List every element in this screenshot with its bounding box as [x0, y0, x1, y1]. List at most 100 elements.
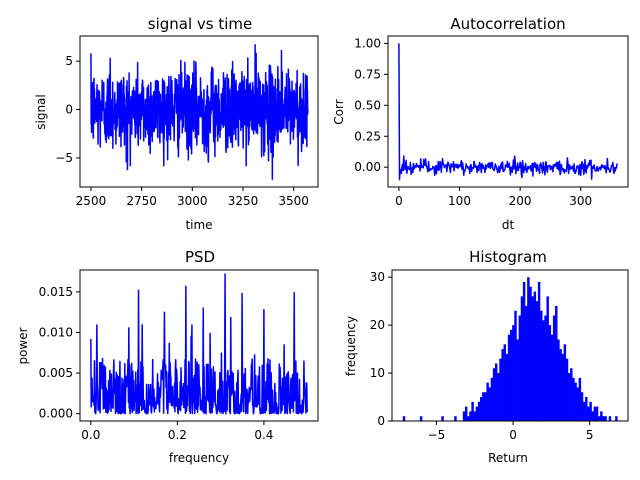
histogram-bar — [595, 406, 599, 421]
signal-plot-area — [90, 43, 309, 181]
histogram-bar — [548, 325, 552, 421]
xtick-label: 0.4 — [254, 428, 273, 442]
histogram-bar — [531, 296, 534, 421]
psd-panel: PSD 0.0 0.2 0.4 0.000 0.005 0.010 0.015 freque… — [16, 248, 319, 465]
histogram-bar — [604, 416, 607, 421]
histogram-bar — [572, 377, 575, 421]
histogram-bar — [563, 344, 567, 421]
histogram-bar — [454, 416, 457, 421]
histogram-bar — [561, 353, 564, 421]
histogram-bar — [494, 363, 498, 421]
xtick-label: 0 — [509, 428, 517, 442]
xtick-label: 3250 — [228, 194, 259, 208]
ytick-label: 0.015 — [39, 285, 73, 299]
histogram-bar — [473, 411, 476, 421]
ytick-label: 0 — [377, 414, 385, 428]
xtick-label: 0 — [395, 194, 403, 208]
histogram-bar — [576, 387, 579, 421]
histogram-bar — [546, 296, 549, 421]
histogram-bar — [488, 387, 491, 421]
histogram-bar — [484, 392, 487, 421]
ytick-label: 1.00 — [354, 36, 381, 50]
histogram-bar — [490, 377, 494, 421]
ytick-label: 0.005 — [39, 366, 73, 380]
ytick-label: 30 — [370, 270, 385, 284]
xtick-label: 0.0 — [81, 428, 100, 442]
autocorr-ylabel: Corr — [332, 99, 346, 124]
histogram-bar — [471, 401, 474, 421]
histogram-bar — [574, 382, 577, 421]
autocorr-xlabel: dt — [502, 218, 515, 232]
histogram-bar — [540, 310, 543, 421]
histogram-bar — [593, 406, 597, 421]
histogram-bar — [535, 301, 539, 421]
histogram-xlabel: Return — [488, 451, 528, 465]
signal-xlabel: time — [185, 218, 212, 232]
signal-axes-frame — [79, 35, 319, 188]
xtick-label: 0.2 — [168, 428, 187, 442]
histogram-bar — [570, 368, 573, 421]
autocorr-axes-frame — [387, 35, 629, 188]
histogram-bar — [441, 416, 444, 421]
histogram-bar — [510, 329, 513, 421]
psd-ticks: 0.0 0.2 0.4 0.000 0.005 0.010 0.015 — [39, 285, 274, 442]
histogram-bar — [529, 286, 532, 421]
histogram-bar — [419, 416, 423, 421]
histogram-bar — [533, 291, 537, 421]
histogram-bar — [512, 325, 515, 421]
histogram-bar — [497, 373, 500, 421]
histogram-bar — [615, 416, 618, 421]
histogram-bar — [477, 401, 481, 421]
histogram-bar — [578, 377, 582, 421]
ytick-label: −5 — [55, 151, 73, 165]
signal-panel: signal vs time 2500 2750 3000 3250 3500−505 … — [34, 15, 319, 232]
psd-ylabel: power — [16, 327, 30, 364]
xtick-label: 5 — [586, 428, 594, 442]
histogram-bar — [469, 411, 472, 421]
xtick-label: 100 — [448, 194, 471, 208]
psd-plot-area — [90, 273, 308, 415]
histogram-ylabel: frequency — [344, 316, 358, 376]
histogram-bar — [492, 368, 496, 421]
psd-title: PSD — [185, 248, 215, 266]
histogram-bar — [559, 349, 562, 421]
histogram-bar — [589, 401, 592, 421]
signal-line — [90, 43, 309, 181]
ytick-label: 20 — [370, 318, 385, 332]
histogram-bar — [522, 281, 526, 421]
ytick-label: 5 — [65, 54, 73, 68]
signal-ylabel: signal — [34, 94, 48, 130]
histogram-plot-area — [402, 277, 618, 421]
histogram-bar — [462, 411, 466, 421]
autocorr-plot-area — [398, 43, 618, 181]
histogram-bar — [501, 349, 504, 421]
histogram-bar — [475, 406, 479, 421]
histogram-bar — [557, 339, 560, 421]
ytick-label: 0.25 — [354, 129, 381, 143]
histogram-ticks: −5 0 5 0 10 20 30 — [370, 270, 594, 442]
histogram-bar — [505, 353, 509, 421]
ytick-label: 0.000 — [39, 407, 73, 421]
histogram-bar — [580, 392, 584, 421]
histogram-bar — [503, 344, 507, 421]
histogram-bar — [602, 416, 605, 421]
histogram-bar — [587, 406, 590, 421]
histogram-bar — [499, 358, 502, 421]
autocorr-ticks: 0 100 200 300 0.00 0.25 0.50 0.75 1.00 — [354, 36, 592, 208]
histogram-bar — [567, 373, 571, 421]
histogram-bar — [544, 315, 547, 421]
histogram-bar — [525, 305, 528, 421]
histogram-bar — [402, 416, 406, 421]
histogram-bar — [550, 334, 554, 421]
signal-title: signal vs time — [148, 15, 253, 33]
xtick-label: 3000 — [177, 194, 208, 208]
xtick-label: 2750 — [126, 194, 157, 208]
histogram-bar — [582, 401, 586, 421]
psd-axes-frame — [79, 269, 319, 422]
signal-ticks: 2500 2750 3000 3250 3500 −5 0 5 — [55, 54, 309, 208]
ytick-label: 0.50 — [354, 98, 381, 112]
histogram-bar — [486, 382, 489, 421]
histogram-bar — [520, 296, 524, 421]
histogram-bar — [591, 411, 594, 421]
